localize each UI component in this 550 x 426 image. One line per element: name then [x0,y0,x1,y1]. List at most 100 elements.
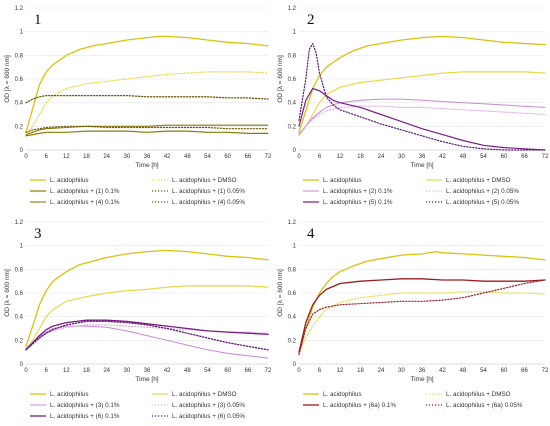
legend-label: L. acidophilus + (4) 0.1% [50,199,120,206]
y-tick-label: 0.8 [288,53,297,59]
x-tick-label: 72 [542,154,549,160]
y-tick-label: 0.6 [15,291,24,297]
x-tick-label: 6 [318,368,322,374]
series-line [298,98,546,136]
x-tick-label: 0 [297,154,301,160]
legend: L. acidophilus L. acidophilus + DMSO L. ac… [303,177,519,206]
y-tick-label: 1.2 [15,220,24,226]
x-tick-label: 66 [244,368,251,374]
x-axis-label: Time [h] [410,376,433,383]
legend-label: L. acidophilus + DMSO [446,177,511,184]
legend-label: L. acidophilus + (1) 0.05% [172,188,245,195]
x-tick-label: 48 [460,154,467,160]
x-tick-label: 54 [204,154,211,160]
x-tick-label: 36 [419,368,426,374]
y-tick-label: 0.2 [288,338,297,344]
x-tick-label: 6 [44,368,48,374]
legend-label: L. acidophilus + (6) 0.05% [172,413,245,420]
legend: L. acidophilus L. acidophilus + DMSO L. ac… [30,177,245,206]
y-tick-label: 0.6 [15,77,24,83]
x-tick-label: 66 [521,368,528,374]
legend-label: L. acidophilus [323,391,362,398]
x-tick-label: 30 [398,154,405,160]
legend-label: L. acidophilus + DMSO [172,391,237,398]
x-tick-label: 12 [63,368,70,374]
y-tick-label: 0.6 [288,77,297,83]
x-tick-label: 12 [337,154,344,160]
series-line [25,285,269,351]
y-tick-label: 0 [293,148,297,154]
legend-label: L. acidophilus + (5) 0.1% [323,199,393,206]
series-line [298,42,546,151]
legend-label: L. acidophilus [50,391,89,398]
x-tick-label: 6 [44,154,48,160]
x-tick-label: 24 [378,154,385,160]
x-tick-label: 66 [244,154,251,160]
series-line [298,279,546,356]
x-tick-label: 24 [103,154,110,160]
series-line [298,35,546,133]
chart-panel-2: 0 0.2 0.4 0.6 0.8 1 1.2 0 6 12 18 24 30 36 42 48 54 60 66 7… [277,6,549,206]
y-tick-label: 0.2 [288,124,297,130]
x-tick-label: 42 [164,368,171,374]
x-tick-label: 36 [144,154,151,160]
panel-number: 2 [307,12,315,28]
x-tick-label: 72 [542,368,549,374]
x-tick-label: 42 [439,154,446,160]
y-tick-label: 1 [293,30,297,36]
series-line [298,291,546,353]
legend-label: L. acidophilus + (3) 0.1% [50,402,120,409]
x-tick-label: 36 [144,368,151,374]
x-tick-label: 42 [439,368,446,374]
legend-label: L. acidophilus + (2) 0.05% [446,188,519,195]
y-tick-label: 0.4 [288,315,297,321]
legend-label: L. acidophilus [50,177,89,184]
x-tick-label: 0 [297,368,301,374]
y-tick-label: 1.2 [15,6,24,12]
x-axis-label: Time [h] [135,162,158,169]
y-tick-label: 1.2 [288,220,297,226]
x-tick-label: 60 [224,368,231,374]
y-tick-label: 1.2 [288,6,297,12]
series-line [25,325,269,359]
x-axis-label: Time [h] [410,162,433,169]
x-tick-label: 12 [63,154,70,160]
y-tick-label: 0 [20,148,24,154]
x-tick-label: 48 [460,368,467,374]
x-tick-label: 72 [265,368,272,374]
x-tick-label: 0 [24,154,28,160]
y-tick-label: 0.4 [15,315,24,321]
x-tick-label: 42 [164,154,171,160]
series-line [25,94,269,104]
x-tick-label: 54 [480,368,487,374]
x-tick-label: 24 [378,368,385,374]
series-line [25,35,269,133]
y-tick-label: 0 [20,362,24,368]
x-tick-label: 6 [318,154,322,160]
y-tick-label: 0.2 [15,124,24,130]
y-tick-label: 0.4 [288,101,297,107]
y-tick-label: 0.8 [15,53,24,59]
x-tick-label: 18 [83,368,90,374]
x-tick-label: 24 [103,368,110,374]
y-tick-label: 1 [20,30,24,36]
legend-label: L. acidophilus + (1) 0.1% [50,188,120,195]
series-line [25,249,269,347]
series-line [298,250,546,353]
legend: L. acidophilus L. acidophilus + DMSO L. ac… [30,391,245,420]
series-line [298,278,546,353]
x-tick-label: 12 [337,368,344,374]
x-tick-label: 60 [224,154,231,160]
x-axis-label: Time [h] [135,376,158,383]
legend-label: L. acidophilus + (3) 0.05% [172,402,245,409]
series-line [25,71,269,137]
x-tick-label: 48 [184,368,191,374]
legend-label: L. acidophilus + (6a) 0.1% [323,402,396,409]
y-tick-label: 0.8 [15,267,24,273]
series-line [298,105,546,134]
legend-label: L. acidophilus + (4) 0.05% [172,199,245,206]
panel-number: 1 [34,12,42,28]
chart-panel-3: 0 0.2 0.4 0.6 0.8 1 1.2 0 6 12 18 24 30 36 42 48 54 60 66 7… [4,220,272,420]
x-tick-label: 60 [501,154,508,160]
y-tick-label: 1 [20,244,24,250]
